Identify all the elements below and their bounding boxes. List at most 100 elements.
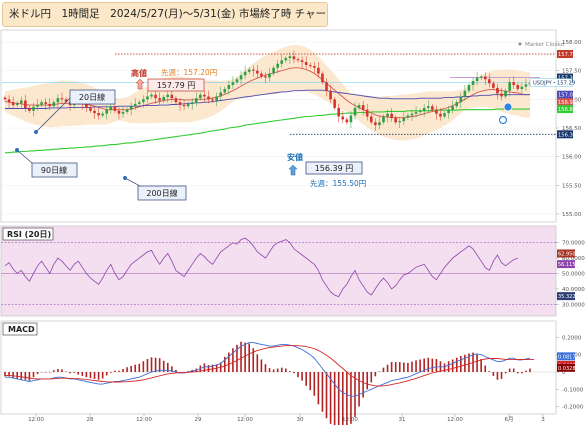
candle-body (308, 64, 312, 67)
candle-body (256, 70, 259, 74)
macd-histogram-bar (321, 372, 324, 412)
x-tick-label: 12:00 (28, 417, 44, 423)
candle-body (182, 105, 186, 107)
rsi-value-tag-box (557, 292, 575, 301)
macd-histogram-bar (171, 366, 173, 372)
chart-title: 米ドル円 1時間足 2024/5/27(月)～5/31(金) 市場終了時 チャー… (2, 2, 328, 27)
macd-histogram-bar (366, 372, 369, 390)
macd-histogram-bar (354, 372, 356, 417)
macd-histogram-bar (24, 372, 27, 380)
candle-body (101, 113, 104, 116)
candle-body (19, 100, 23, 104)
macd-histogram-bar (325, 372, 328, 419)
macd-histogram-bar (240, 341, 242, 372)
candle-body (170, 94, 174, 99)
candle-body (431, 106, 434, 110)
p-marker-icon (503, 102, 513, 112)
macd-histogram-bar (36, 372, 39, 375)
candle-body (11, 102, 15, 106)
macd-histogram-bar (468, 353, 470, 372)
candle-body (36, 105, 39, 107)
candle-body (97, 113, 100, 116)
candle-body (467, 85, 471, 91)
macd-histogram-bar (504, 372, 507, 374)
macd-histogram-bar (333, 372, 336, 425)
candle-body (166, 94, 170, 98)
macd-histogram-bar (122, 368, 124, 372)
macd-histogram-bar (378, 371, 381, 373)
macd-histogram-bar (69, 372, 71, 374)
x-tick-label: 12:00 (447, 417, 463, 423)
macd-histogram-bar (207, 365, 210, 372)
candle-body (243, 71, 247, 76)
macd-histogram-bar (525, 370, 527, 372)
high-label: 高値 (131, 68, 147, 78)
macd-histogram-bar (32, 372, 35, 378)
price-tick-label: 158.00 (562, 40, 582, 46)
macd-histogram-bar (411, 361, 413, 372)
candle-body (280, 60, 284, 64)
rsi-tick-label: 70.0000 (562, 241, 585, 247)
macd-histogram-bar (350, 372, 352, 424)
candle-body (146, 96, 149, 100)
rsi-tick-label: 30.0000 (562, 302, 585, 308)
macd-histogram-bar (203, 363, 206, 372)
ma-line-2 (5, 89, 530, 109)
candle-body (174, 98, 178, 103)
candle-body (60, 98, 64, 100)
macd-histogram-bar (44, 372, 47, 373)
macd-histogram-bar (264, 364, 267, 372)
macd-histogram-bar (146, 359, 149, 372)
x-tick-label: 12:00 (342, 417, 358, 423)
candle-body (239, 75, 243, 80)
ma200-label: 200日線 (146, 188, 177, 198)
macd-histogram-bar (244, 342, 246, 372)
macd-histogram-bar (447, 361, 450, 372)
candle-body (64, 99, 68, 102)
macd-histogram-bar (427, 357, 430, 372)
marker-ring-icon (498, 115, 508, 125)
price-tag-box (557, 73, 573, 82)
macd-histogram-bar (142, 361, 145, 372)
candle-body (247, 69, 251, 72)
candle-body (125, 109, 129, 112)
macd-histogram-bar (232, 348, 234, 372)
high-callout: 高値 157.79 円 先週：157.20円 (131, 67, 217, 92)
macd-tick-label: -0.1000 (562, 387, 584, 393)
candle-body (321, 73, 324, 83)
candle-body (353, 107, 357, 116)
candle-body (264, 76, 267, 78)
price-tick-label: 155.00 (562, 212, 582, 218)
low-value: 156.39 円 (315, 164, 354, 173)
macd-histogram-bar (166, 362, 169, 372)
macd-value-tag-box (557, 352, 575, 361)
macd-histogram-bar (89, 372, 92, 379)
macd-histogram-bar (329, 372, 332, 424)
macd-line (5, 342, 531, 397)
candle-body (329, 90, 332, 100)
macd-histogram-bar (419, 359, 421, 372)
macd-histogram-bar (317, 372, 320, 405)
rsi-series-line (4, 237, 518, 298)
macd-histogram-bar (313, 372, 316, 396)
candle-body (117, 110, 121, 114)
candle-body (447, 109, 450, 114)
candle-body (504, 90, 507, 97)
candle-body (211, 99, 214, 101)
macd-histogram-bar (97, 372, 100, 380)
candle-body (398, 121, 402, 123)
candle-body (15, 103, 19, 106)
rsi-tick-label: 60.0000 (562, 256, 585, 262)
macd-histogram-bar (211, 364, 214, 372)
rsi-label: RSI (20日) (7, 230, 51, 239)
candle-body (378, 122, 381, 126)
rsi-value-tag: 56.1150 (558, 262, 579, 268)
candle-body (93, 110, 96, 114)
macd-histogram-bar (435, 359, 438, 372)
candle-body (435, 109, 438, 114)
candle-body (382, 116, 385, 123)
candle-body (268, 73, 271, 78)
candle-body (357, 105, 361, 108)
macd-histogram-bar (105, 372, 108, 376)
macd-value-tag: 0.0817 (558, 354, 576, 360)
